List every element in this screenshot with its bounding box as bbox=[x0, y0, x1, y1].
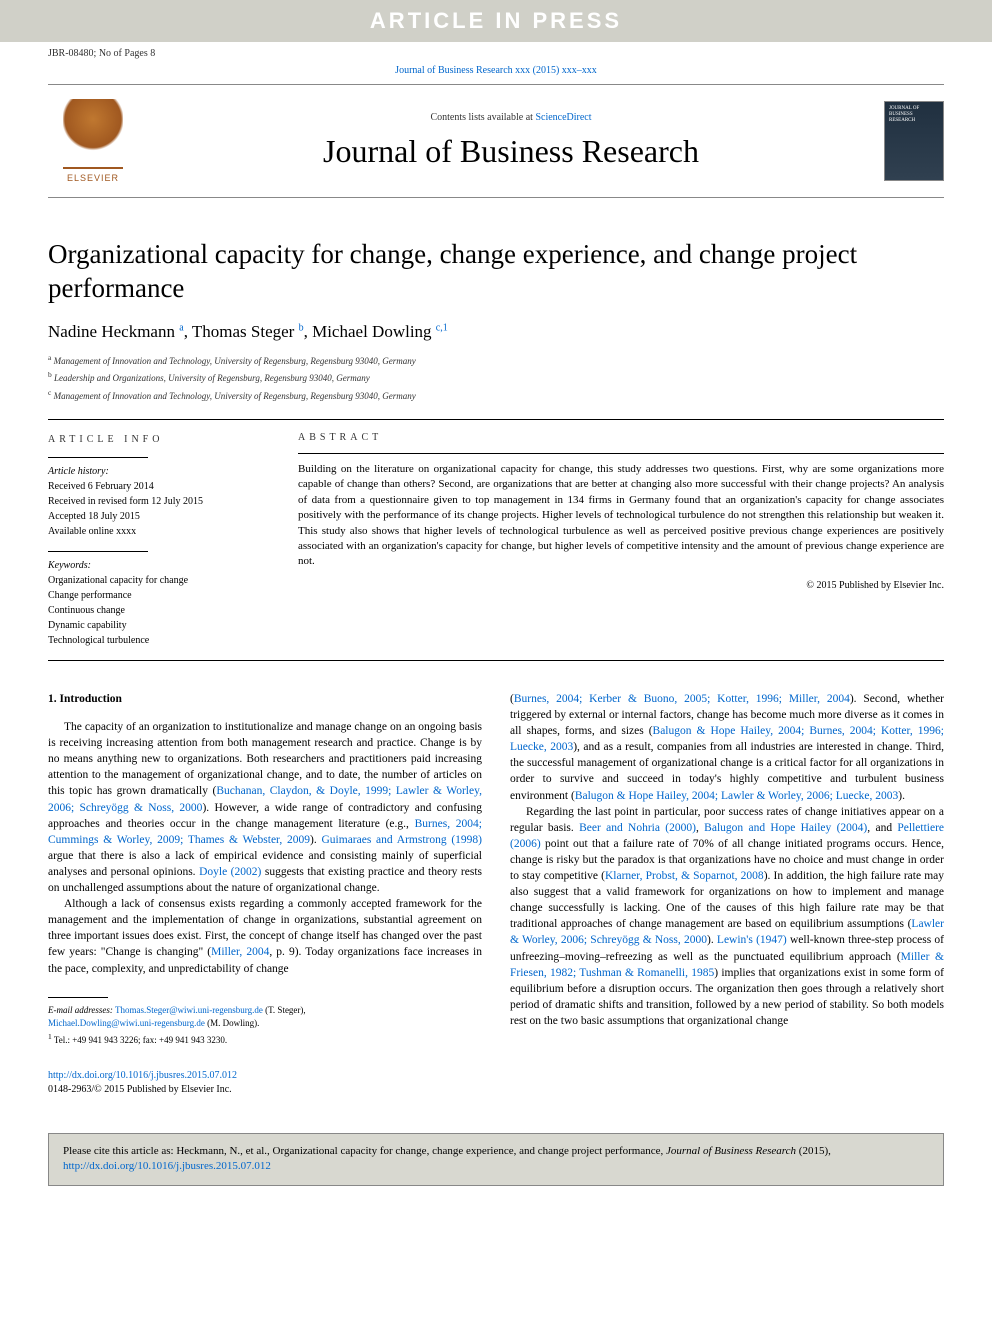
journal-cover-text: JOURNAL OF BUSINESS RESEARCH bbox=[885, 102, 943, 128]
citation-year: (2015), bbox=[796, 1145, 831, 1157]
abstract-copyright: © 2015 Published by Elsevier Inc. bbox=[298, 580, 944, 591]
article-history-list: Received 6 February 2014Received in revi… bbox=[48, 479, 262, 539]
author-sup: c,1 bbox=[436, 322, 448, 333]
sciencedirect-link[interactable]: ScienceDirect bbox=[535, 112, 591, 123]
history-item: Received 6 February 2014 bbox=[48, 479, 262, 494]
sciencedirect-line: Contents lists available at ScienceDirec… bbox=[138, 112, 884, 123]
author: Michael Dowling c,1 bbox=[312, 322, 448, 341]
doi-link[interactable]: http://dx.doi.org/10.1016/j.jbusres.2015… bbox=[48, 1070, 237, 1081]
para-c1-p1: The capacity of an organization to insti… bbox=[48, 719, 482, 896]
header-row: JBR-08480; No of Pages 8 bbox=[0, 42, 992, 61]
keyword-item: Change performance bbox=[48, 588, 262, 603]
info-abstract-block: article info Article history: Received 6… bbox=[48, 419, 944, 661]
para-c1-p2: Although a lack of consensus exists rega… bbox=[48, 896, 482, 976]
column-left: 1. Introduction The capacity of an organ… bbox=[48, 691, 482, 1097]
keyword-item: Technological turbulence bbox=[48, 633, 262, 648]
body-columns: 1. Introduction The capacity of an organ… bbox=[48, 691, 944, 1097]
affiliation: c Management of Innovation and Technolog… bbox=[48, 387, 944, 404]
article-info: article info Article history: Received 6… bbox=[48, 420, 278, 660]
author: Thomas Steger b bbox=[192, 322, 304, 341]
tel-text: Tel.: +49 941 943 3226; fax: +49 941 943… bbox=[54, 1035, 227, 1045]
abstract-heading: abstract bbox=[298, 432, 944, 443]
keywords-title: Keywords: bbox=[48, 558, 262, 573]
journal-title: Journal of Business Research bbox=[138, 133, 884, 170]
contents-text: Contents lists available at bbox=[430, 112, 535, 123]
doi-block: http://dx.doi.org/10.1016/j.jbusres.2015… bbox=[48, 1069, 482, 1097]
para-c2-p2: Regarding the last point in particular, … bbox=[510, 804, 944, 1029]
info-rule-1 bbox=[48, 457, 148, 458]
keyword-item: Organizational capacity for change bbox=[48, 573, 262, 588]
history-item: Accepted 18 July 2015 bbox=[48, 509, 262, 524]
email-link[interactable]: Thomas.Steger@wiwi.uni-regensburg.de bbox=[115, 1005, 263, 1015]
article-info-heading: article info bbox=[48, 432, 262, 447]
affiliation: b Leadership and Organizations, Universi… bbox=[48, 369, 944, 386]
footnotes-divider bbox=[48, 997, 108, 998]
elsevier-logo: ELSEVIER bbox=[48, 99, 138, 183]
tel-sup: 1 bbox=[48, 1032, 52, 1041]
keyword-item: Dynamic capability bbox=[48, 618, 262, 633]
masthead-center: Contents lists available at ScienceDirec… bbox=[138, 112, 884, 170]
citation-journal: Journal of Business Research bbox=[666, 1145, 796, 1157]
article-id: JBR-08480; No of Pages 8 bbox=[48, 48, 155, 59]
article-content: Organizational capacity for change, chan… bbox=[0, 198, 992, 1117]
journal-ref-link[interactable]: Journal of Business Research xxx (2015) … bbox=[395, 65, 597, 76]
para-c2-p1: (Burnes, 2004; Kerber & Buono, 2005; Kot… bbox=[510, 691, 944, 804]
keyword-item: Continuous change bbox=[48, 603, 262, 618]
masthead: ELSEVIER Contents lists available at Sci… bbox=[48, 84, 944, 198]
citation-box: Please cite this article as: Heckmann, N… bbox=[48, 1133, 944, 1186]
abstract: abstract Building on the literature on o… bbox=[278, 420, 944, 660]
elsevier-text: ELSEVIER bbox=[67, 173, 119, 183]
info-rule-2 bbox=[48, 551, 148, 552]
elsevier-tree-icon bbox=[63, 99, 123, 169]
author-sup: b bbox=[299, 322, 304, 333]
footnotes: E-mail addresses: Thomas.Steger@wiwi.uni… bbox=[48, 1004, 482, 1048]
citation-pre: Please cite this article as: Heckmann, N… bbox=[63, 1145, 666, 1157]
in-press-banner: ARTICLE IN PRESS bbox=[0, 0, 992, 42]
section-heading-intro: 1. Introduction bbox=[48, 691, 482, 707]
tel-footnote: 1 Tel.: +49 941 943 3226; fax: +49 941 9… bbox=[48, 1031, 482, 1048]
issn-line: 0148-2963/© 2015 Published by Elsevier I… bbox=[48, 1084, 232, 1095]
history-item: Available online xxxx bbox=[48, 524, 262, 539]
article-history-title: Article history: bbox=[48, 464, 262, 479]
email-link[interactable]: Michael.Dowling@wiwi.uni-regensburg.de bbox=[48, 1018, 205, 1028]
article-title: Organizational capacity for change, chan… bbox=[48, 238, 944, 306]
citation-url[interactable]: http://dx.doi.org/10.1016/j.jbusres.2015… bbox=[63, 1160, 271, 1172]
authors: Nadine Heckmann a, Thomas Steger b, Mich… bbox=[48, 322, 944, 342]
author: Nadine Heckmann a bbox=[48, 322, 184, 341]
keywords-list: Organizational capacity for changeChange… bbox=[48, 573, 262, 648]
column-right: (Burnes, 2004; Kerber & Buono, 2005; Kot… bbox=[510, 691, 944, 1097]
journal-cover-thumb: JOURNAL OF BUSINESS RESEARCH bbox=[884, 101, 944, 181]
journal-ref-row: Journal of Business Research xxx (2015) … bbox=[0, 61, 992, 80]
history-item: Received in revised form 12 July 2015 bbox=[48, 494, 262, 509]
author-sup: a bbox=[179, 322, 183, 333]
abstract-rule bbox=[298, 453, 944, 454]
email-label: E-mail addresses: bbox=[48, 1005, 113, 1015]
abstract-text: Building on the literature on organizati… bbox=[298, 462, 944, 570]
email-footnote: E-mail addresses: Thomas.Steger@wiwi.uni… bbox=[48, 1004, 482, 1031]
affiliation: a Management of Innovation and Technolog… bbox=[48, 352, 944, 369]
affiliations: a Management of Innovation and Technolog… bbox=[48, 352, 944, 404]
